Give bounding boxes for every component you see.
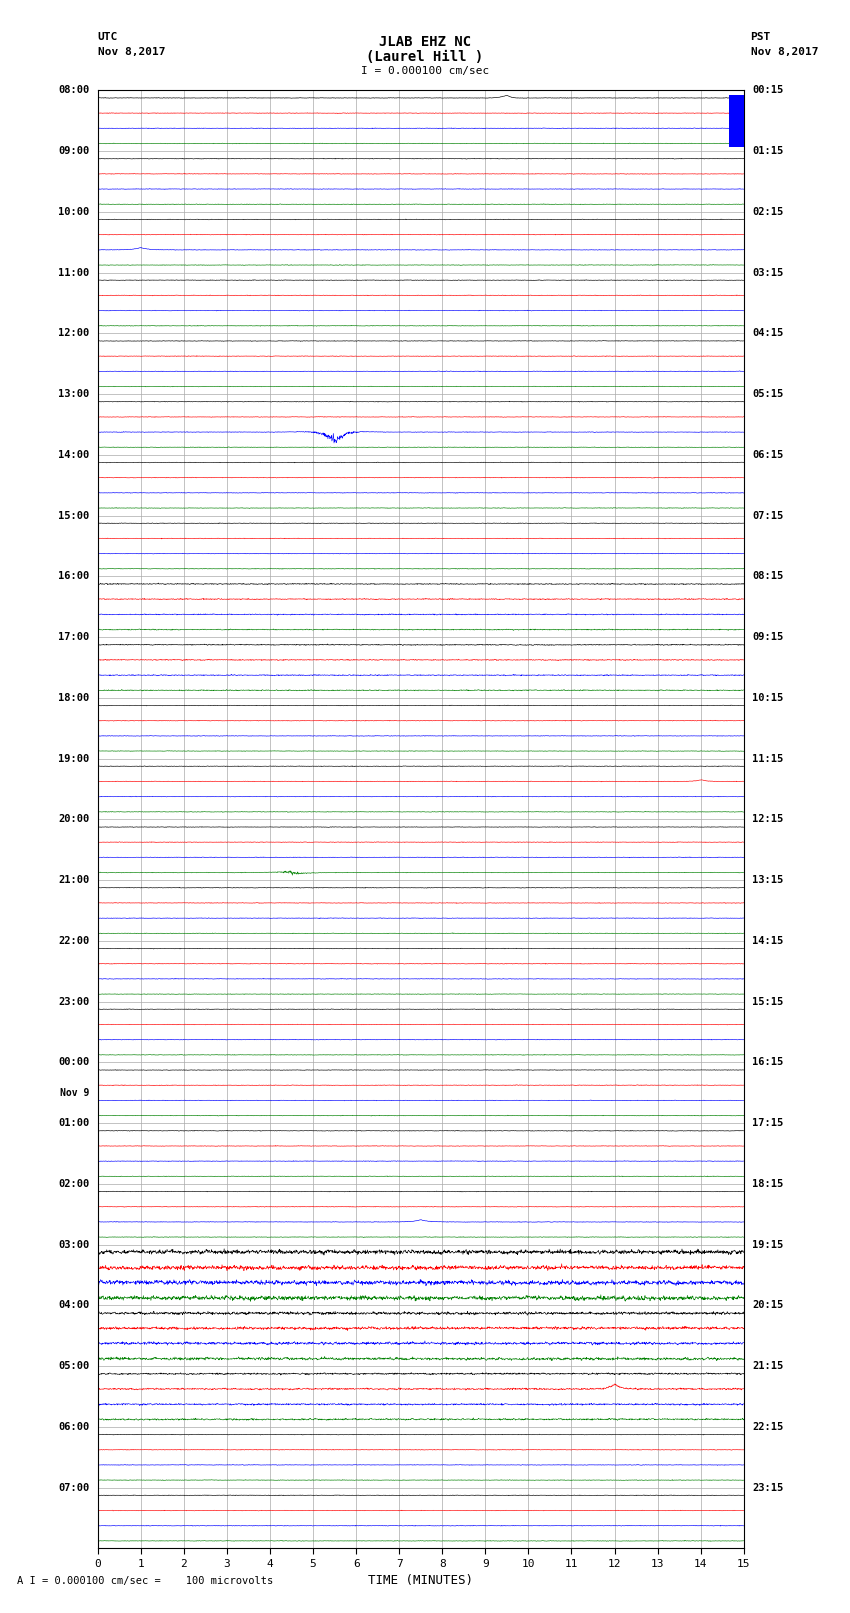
Text: JLAB EHZ NC: JLAB EHZ NC <box>379 35 471 50</box>
Text: 07:00: 07:00 <box>58 1482 89 1492</box>
Text: 06:15: 06:15 <box>752 450 784 460</box>
Text: Nov 8,2017: Nov 8,2017 <box>751 47 818 56</box>
Text: 16:15: 16:15 <box>752 1058 784 1068</box>
Text: 22:00: 22:00 <box>58 936 89 945</box>
Text: 07:15: 07:15 <box>752 511 784 521</box>
Text: 04:00: 04:00 <box>58 1300 89 1310</box>
Text: 19:00: 19:00 <box>58 753 89 763</box>
Text: 12:00: 12:00 <box>58 329 89 339</box>
Text: 16:00: 16:00 <box>58 571 89 581</box>
Text: 17:00: 17:00 <box>58 632 89 642</box>
Text: 13:15: 13:15 <box>752 876 784 886</box>
Text: 13:00: 13:00 <box>58 389 89 398</box>
Text: I = 0.000100 cm/sec: I = 0.000100 cm/sec <box>361 66 489 76</box>
Text: 01:15: 01:15 <box>752 147 784 156</box>
Text: 01:00: 01:00 <box>58 1118 89 1127</box>
Text: 15:15: 15:15 <box>752 997 784 1007</box>
Text: 05:00: 05:00 <box>58 1361 89 1371</box>
Text: 20:00: 20:00 <box>58 815 89 824</box>
X-axis label: TIME (MINUTES): TIME (MINUTES) <box>368 1574 473 1587</box>
Text: 05:15: 05:15 <box>752 389 784 398</box>
Text: 04:15: 04:15 <box>752 329 784 339</box>
Text: Nov 9: Nov 9 <box>60 1087 89 1098</box>
Text: 21:15: 21:15 <box>752 1361 784 1371</box>
Text: 00:00: 00:00 <box>58 1058 89 1068</box>
Text: 18:15: 18:15 <box>752 1179 784 1189</box>
Text: 02:00: 02:00 <box>58 1179 89 1189</box>
Text: 18:00: 18:00 <box>58 694 89 703</box>
Text: 23:00: 23:00 <box>58 997 89 1007</box>
Text: 20:15: 20:15 <box>752 1300 784 1310</box>
Text: 10:15: 10:15 <box>752 694 784 703</box>
Text: 21:00: 21:00 <box>58 876 89 886</box>
Text: 02:15: 02:15 <box>752 206 784 216</box>
Text: 03:15: 03:15 <box>752 268 784 277</box>
Bar <box>728 95 744 147</box>
Text: PST: PST <box>751 32 771 42</box>
Text: 09:00: 09:00 <box>58 147 89 156</box>
Text: 19:15: 19:15 <box>752 1240 784 1250</box>
Text: 12:15: 12:15 <box>752 815 784 824</box>
Text: (Laurel Hill ): (Laurel Hill ) <box>366 50 484 65</box>
Text: 08:15: 08:15 <box>752 571 784 581</box>
Text: 17:15: 17:15 <box>752 1118 784 1127</box>
Text: 14:00: 14:00 <box>58 450 89 460</box>
Text: 03:00: 03:00 <box>58 1240 89 1250</box>
Text: 00:15: 00:15 <box>752 85 784 95</box>
Text: 15:00: 15:00 <box>58 511 89 521</box>
Text: 08:00: 08:00 <box>58 85 89 95</box>
Text: 23:15: 23:15 <box>752 1482 784 1492</box>
Text: 14:15: 14:15 <box>752 936 784 945</box>
Text: 11:00: 11:00 <box>58 268 89 277</box>
Text: 09:15: 09:15 <box>752 632 784 642</box>
Text: Nov 8,2017: Nov 8,2017 <box>98 47 165 56</box>
Text: UTC: UTC <box>98 32 118 42</box>
Text: A I = 0.000100 cm/sec =    100 microvolts: A I = 0.000100 cm/sec = 100 microvolts <box>17 1576 273 1586</box>
Text: 11:15: 11:15 <box>752 753 784 763</box>
Text: 06:00: 06:00 <box>58 1423 89 1432</box>
Text: 10:00: 10:00 <box>58 206 89 216</box>
Text: 22:15: 22:15 <box>752 1423 784 1432</box>
